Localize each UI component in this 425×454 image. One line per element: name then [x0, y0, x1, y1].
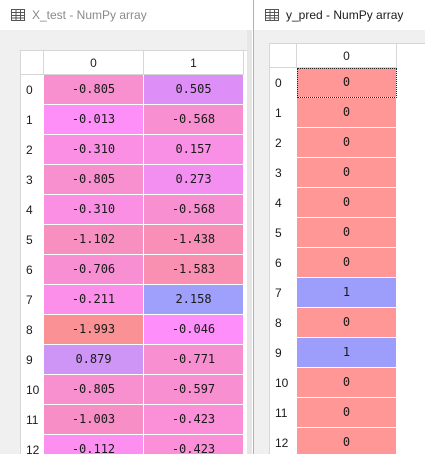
x-test-cell[interactable]: -0.805	[44, 375, 144, 405]
x-test-row-header[interactable]: 8	[26, 323, 33, 337]
y-pred-title: y_pred - NumPy array	[286, 8, 404, 22]
y-pred-row-header[interactable]: 0	[275, 76, 282, 90]
y-pred-column-header[interactable]: 0	[297, 44, 397, 68]
x-test-row-header[interactable]: 12	[26, 443, 40, 454]
x-test-cell[interactable]: -0.423	[144, 405, 244, 435]
x-test-row-header[interactable]: 7	[26, 293, 33, 307]
y-pred-cell[interactable]: 0	[297, 98, 397, 128]
x-test-cell[interactable]: -0.805	[44, 165, 144, 195]
x-test-cell[interactable]: -0.568	[144, 195, 244, 225]
x-test-cell[interactable]: -1.583	[144, 255, 244, 285]
y-pred-cell[interactable]: 0	[297, 368, 397, 398]
x-test-cell[interactable]: 2.158	[144, 285, 244, 315]
y-pred-row-header[interactable]: 11	[275, 406, 288, 420]
x-test-row-header[interactable]: 6	[26, 263, 33, 277]
x-test-window: X_test - NumPy array 0 1 0 -0.805 0.505 1 -0.0…	[0, 0, 252, 454]
x-test-cell[interactable]: -1.438	[144, 225, 244, 255]
y-pred-row-header[interactable]: 1	[275, 106, 282, 120]
x-test-row-header[interactable]: 11	[26, 413, 39, 427]
x-test-cell[interactable]: -0.771	[144, 345, 244, 375]
x-test-vertical-scrollbar[interactable]	[247, 30, 252, 454]
y-pred-row-header[interactable]: 7	[275, 286, 282, 300]
x-test-row-header[interactable]: 3	[26, 173, 33, 187]
table-icon	[10, 7, 26, 23]
x-test-titlebar[interactable]: X_test - NumPy array	[0, 0, 252, 30]
x-test-row-header[interactable]: 4	[26, 203, 33, 217]
x-test-cell[interactable]: -0.568	[144, 105, 244, 135]
x-test-cell[interactable]: -0.310	[44, 135, 144, 165]
y-pred-row-header[interactable]: 10	[275, 376, 289, 390]
y-pred-cell[interactable]: 0	[297, 308, 397, 338]
x-test-cell[interactable]: -0.706	[44, 255, 144, 285]
y-pred-titlebar[interactable]: y_pred - NumPy array	[254, 0, 425, 30]
y-pred-cell[interactable]: 0	[297, 188, 397, 218]
y-pred-cell[interactable]: 0	[297, 68, 397, 98]
x-test-row-header[interactable]: 9	[26, 353, 33, 367]
y-pred-cell[interactable]: 0	[297, 158, 397, 188]
x-test-cell[interactable]: -0.805	[44, 75, 144, 105]
y-pred-row-header[interactable]: 6	[275, 256, 282, 270]
y-pred-row-header[interactable]: 9	[275, 346, 282, 360]
x-test-row-header[interactable]: 5	[26, 233, 33, 247]
y-pred-row-header[interactable]: 12	[275, 436, 289, 450]
x-test-cell[interactable]: 0.157	[144, 135, 244, 165]
x-test-cell[interactable]: -0.310	[44, 195, 144, 225]
x-test-cell[interactable]: 0.505	[144, 75, 244, 105]
x-test-column-header[interactable]: 0	[44, 51, 144, 75]
x-test-cell[interactable]: -0.423	[144, 435, 244, 454]
y-pred-row-header[interactable]: 5	[275, 226, 282, 240]
x-test-cell[interactable]: -0.597	[144, 375, 244, 405]
x-test-corner-header	[21, 51, 44, 75]
x-test-cell[interactable]: 0.879	[44, 345, 144, 375]
y-pred-cell[interactable]: 0	[297, 428, 397, 454]
y-pred-cell[interactable]: 0	[297, 398, 397, 428]
x-test-table: 0 1 0 -0.805 0.505 1 -0.013 -0.568 2 -0.310 0.157 3…	[20, 50, 249, 454]
y-pred-cell[interactable]: 1	[297, 338, 397, 368]
y-pred-cell[interactable]: 0	[297, 248, 397, 278]
y-pred-table: 0 0 0 1 0 2 0 3 0 4 0 5 0 6 0 7 1 8 0 9 1 10 0 11 0 12 0	[269, 43, 425, 454]
x-test-row-header[interactable]: 0	[26, 83, 33, 97]
y-pred-row-header[interactable]: 2	[275, 136, 282, 150]
y-pred-cell[interactable]: 1	[297, 278, 397, 308]
table-icon	[264, 7, 280, 23]
x-test-column-header[interactable]: 1	[144, 51, 244, 75]
y-pred-corner-header	[270, 44, 297, 68]
x-test-cell[interactable]: -0.211	[44, 285, 144, 315]
x-test-cell[interactable]: -0.046	[144, 315, 244, 345]
x-test-row-header[interactable]: 1	[26, 113, 33, 127]
x-test-cell[interactable]: 0.273	[144, 165, 244, 195]
y-pred-row-header[interactable]: 8	[275, 316, 282, 330]
x-test-title: X_test - NumPy array	[32, 8, 147, 22]
x-test-cell[interactable]: -1.993	[44, 315, 144, 345]
x-test-cell[interactable]: -0.112	[44, 435, 144, 454]
y-pred-row-header[interactable]: 4	[275, 196, 282, 210]
y-pred-cell[interactable]: 0	[297, 218, 397, 248]
x-test-cell[interactable]: -1.102	[44, 225, 144, 255]
y-pred-row-header[interactable]: 3	[275, 166, 282, 180]
x-test-row-header[interactable]: 2	[26, 143, 33, 157]
x-test-cell[interactable]: -0.013	[44, 105, 144, 135]
y-pred-cell[interactable]: 0	[297, 128, 397, 158]
x-test-cell[interactable]: -1.003	[44, 405, 144, 435]
x-test-row-header[interactable]: 10	[26, 383, 40, 397]
